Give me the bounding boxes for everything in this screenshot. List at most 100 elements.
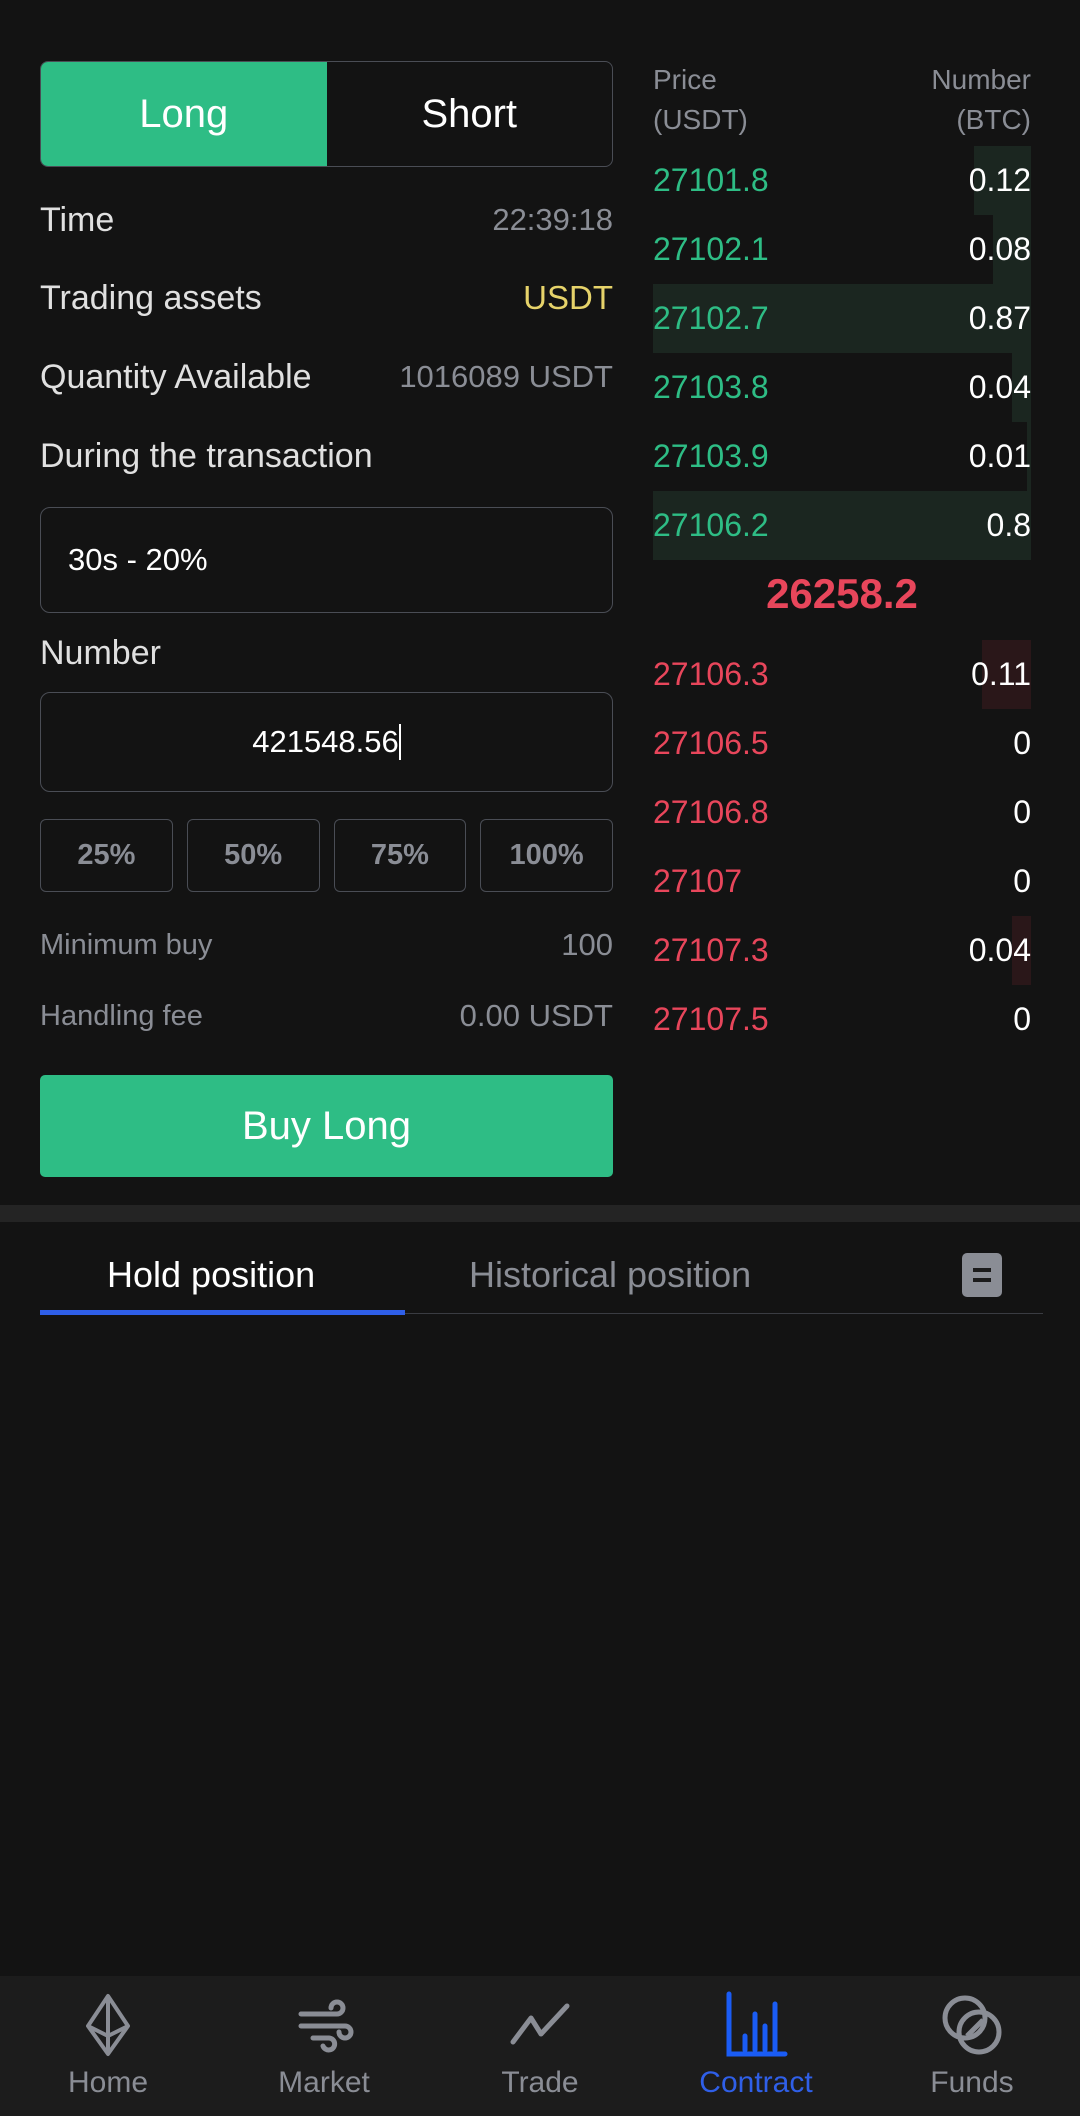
row-number: 0	[1013, 863, 1031, 899]
percent-25-button[interactable]: 25%	[40, 819, 173, 892]
depth-bar	[653, 491, 1031, 560]
depth-bar	[1012, 916, 1031, 985]
order-book-row[interactable]: 27103.8 0.04	[653, 353, 1031, 422]
row-price: 27106.2	[653, 507, 769, 543]
depth-bar	[1027, 422, 1031, 491]
row-price: 27101.8	[653, 162, 769, 198]
order-book-row[interactable]: 27101.8 0.12	[653, 146, 1031, 215]
row-number: 0.8	[986, 507, 1031, 543]
last-price: 26258.2	[766, 570, 918, 617]
trading-assets-label: Trading assets	[40, 278, 262, 317]
handling-fee-row: Handling fee 0.00 USDT	[40, 996, 613, 1036]
row-number: 0.01	[968, 438, 1031, 474]
depth-bar	[993, 215, 1031, 284]
nav-label: Trade	[501, 2066, 579, 2099]
time-value: 22:39:18	[492, 202, 613, 237]
tab-long[interactable]: Long	[41, 62, 327, 166]
list-icon[interactable]	[962, 1253, 1002, 1297]
row-price: 27106.5	[653, 725, 769, 761]
number-input[interactable]: 421548.56	[40, 692, 613, 792]
percent-100-button[interactable]: 100%	[480, 819, 613, 892]
position-tabs: Hold position Historical position	[40, 1235, 1043, 1315]
order-book-row[interactable]: 27102.1 0.08	[653, 215, 1031, 284]
order-book-row[interactable]: 27106.3 0.11	[653, 640, 1031, 709]
nav-trade[interactable]: Trade	[432, 1976, 648, 2116]
section-divider	[0, 1205, 1080, 1222]
order-book-row[interactable]: 27103.9 0.01	[653, 422, 1031, 491]
nav-market[interactable]: Market	[216, 1976, 432, 2116]
row-number: 0	[1013, 725, 1031, 761]
text-cursor	[398, 724, 401, 760]
bottom-nav: Home Market Trade Contract Funds	[0, 1976, 1080, 2116]
order-book-header: Price (USDT) Number (BTC)	[653, 60, 1031, 140]
depth-bar	[981, 640, 1031, 709]
bar-chart-icon	[726, 1991, 788, 2057]
row-price: 27103.8	[653, 369, 769, 405]
during-row: During the transaction	[40, 434, 613, 478]
quantity-available-value: 1016089 USDT	[399, 359, 613, 394]
duration-select[interactable]: 30s - 20%	[40, 507, 613, 613]
side-toggle: Long Short	[40, 61, 613, 167]
nav-funds[interactable]: Funds	[864, 1976, 1080, 2116]
rings-icon	[942, 1995, 1002, 2055]
trend-line-icon	[510, 2003, 570, 2045]
depth-bar	[974, 146, 1031, 215]
order-book-row[interactable]: 27107 0	[653, 847, 1031, 916]
duration-value: 30s - 20%	[68, 542, 208, 577]
row-number: 0.08	[968, 231, 1031, 267]
price-unit: (USDT)	[653, 104, 748, 135]
order-book-row[interactable]: 27107.5 0	[653, 985, 1031, 1054]
number-label: Number	[40, 633, 161, 672]
row-number: 0	[1013, 1001, 1031, 1037]
percent-50-button[interactable]: 50%	[186, 819, 320, 892]
nav-contract[interactable]: Contract	[648, 1976, 864, 2116]
row-price: 27106.3	[653, 656, 769, 692]
depth-bar	[653, 284, 1031, 353]
nav-label: Home	[67, 2066, 149, 2099]
minimum-buy-row: Minimum buy 100	[40, 925, 613, 965]
ethereum-icon	[86, 1994, 130, 2056]
trading-assets-value: USDT	[523, 279, 613, 316]
row-price: 27103.9	[653, 438, 769, 474]
handling-fee-label: Handling fee	[40, 999, 203, 1032]
buy-long-button[interactable]: Buy Long	[40, 1075, 613, 1177]
tab-hold-position[interactable]: Hold position	[107, 1253, 316, 1295]
number-row: Number	[40, 631, 613, 675]
row-number: 0	[1013, 794, 1031, 830]
percent-75-button[interactable]: 75%	[333, 819, 467, 892]
quantity-available-label: Quantity Available	[40, 357, 312, 396]
order-book-row[interactable]: 27106.2 0.8	[653, 491, 1031, 560]
row-price: 27107	[653, 863, 742, 899]
tab-short[interactable]: Short	[421, 91, 518, 136]
row-number: 0.87	[968, 300, 1031, 336]
number-header: Number	[931, 64, 1031, 95]
nav-label: Market	[278, 2066, 370, 2099]
nav-home[interactable]: Home	[0, 1976, 216, 2116]
number-value: 421548.56	[252, 724, 399, 759]
row-number: 0.04	[968, 369, 1031, 405]
order-book-row[interactable]: 27106.8 0	[653, 778, 1031, 847]
number-unit: (BTC)	[956, 104, 1031, 135]
quantity-available-row: Quantity Available 1016089 USDT	[40, 355, 613, 399]
during-label: During the transaction	[40, 436, 373, 475]
row-price: 27107.5	[653, 1001, 769, 1037]
row-price: 27102.7	[653, 300, 769, 336]
minimum-buy-value: 100	[561, 927, 613, 962]
order-book-row[interactable]: 27102.7 0.87	[653, 284, 1031, 353]
wind-icon	[298, 1999, 354, 2053]
order-book-row[interactable]: 27106.5 0	[653, 709, 1031, 778]
time-label: Time	[40, 200, 115, 239]
row-price: 27107.3	[653, 932, 769, 968]
row-number: 0.11	[971, 656, 1031, 692]
row-number: 0.04	[968, 932, 1031, 968]
depth-bar	[1012, 353, 1031, 422]
price-header: Price	[653, 64, 717, 95]
trading-assets-row: Trading assets USDT	[40, 276, 613, 320]
percent-buttons: 25% 50% 75% 100%	[40, 819, 613, 892]
nav-label: Contract	[699, 2066, 813, 2099]
order-book-row[interactable]: 27107.3 0.04	[653, 916, 1031, 985]
tab-historical-position[interactable]: Historical position	[469, 1253, 752, 1295]
time-row: Time 22:39:18	[40, 198, 613, 242]
active-tab-underline	[40, 1310, 405, 1315]
row-number: 0.12	[968, 162, 1031, 198]
